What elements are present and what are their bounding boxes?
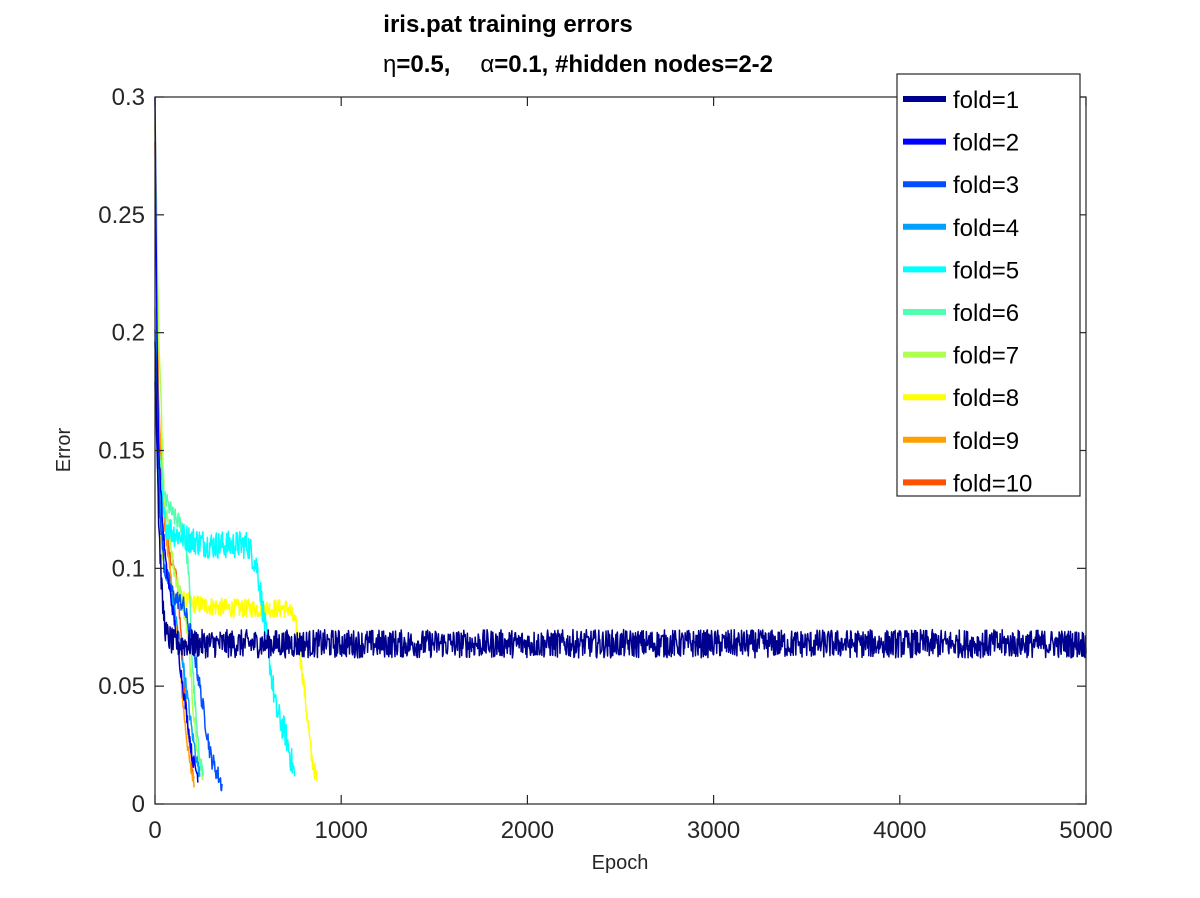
eta-value: =0.5, bbox=[396, 51, 450, 78]
y-tick-label: 0.25 bbox=[98, 202, 145, 229]
alpha-symbol: α bbox=[480, 51, 494, 78]
y-axis-label: Error bbox=[53, 427, 75, 472]
legend: fold=1 fold=2 fold=3 fold=4 fold=5 fold=6 fold… bbox=[896, 73, 1081, 497]
legend-label: fold=4 bbox=[953, 215, 1019, 242]
x-tick-label: 1000 bbox=[315, 817, 368, 844]
chart-title: iris.pat training errors bbox=[383, 11, 632, 38]
legend-label: fold=2 bbox=[953, 130, 1019, 157]
ticks-layer: 0 1000 2000 3000 4000 5000 0 0.05 0.1 0.15 0.2 0.25… bbox=[98, 84, 1112, 844]
x-tick-label: 5000 bbox=[1059, 817, 1112, 844]
series-line-fold-6 bbox=[154, 309, 205, 777]
y-tick-label: 0.2 bbox=[112, 320, 145, 347]
series-line-fold-2 bbox=[154, 96, 199, 783]
chart-subtitle: η=0.5, α=0.1, #hidden nodes=2-2 bbox=[383, 51, 773, 78]
y-tick-label: 0.1 bbox=[112, 555, 145, 582]
series-line-fold-5 bbox=[154, 338, 296, 777]
legend-label: fold=10 bbox=[953, 470, 1032, 497]
series-line-fold-1 bbox=[154, 341, 1087, 659]
legend-label: fold=5 bbox=[953, 257, 1019, 284]
legend-label: fold=7 bbox=[953, 343, 1019, 370]
x-axis-label: Epoch bbox=[592, 852, 649, 874]
x-tick-label: 0 bbox=[148, 817, 161, 844]
series-layer bbox=[154, 96, 1087, 792]
y-tick-label: 0 bbox=[132, 791, 145, 818]
legend-label: fold=3 bbox=[953, 172, 1019, 199]
series-line-fold-7 bbox=[154, 116, 205, 781]
y-tick-label: 0.05 bbox=[98, 673, 145, 700]
y-tick-label: 0.15 bbox=[98, 438, 145, 465]
x-tick-label: 3000 bbox=[687, 817, 740, 844]
legend-label: fold=9 bbox=[953, 428, 1019, 455]
x-tick-label: 2000 bbox=[501, 817, 554, 844]
y-tick-label: 0.3 bbox=[112, 84, 145, 111]
legend-label: fold=6 bbox=[953, 300, 1019, 327]
x-tick-label: 4000 bbox=[873, 817, 926, 844]
subtitle-rest: =0.1, #hidden nodes=2-2 bbox=[494, 51, 773, 78]
legend-label: fold=8 bbox=[953, 385, 1019, 412]
eta-symbol: η bbox=[383, 51, 396, 78]
legend-label: fold=1 bbox=[953, 87, 1019, 114]
